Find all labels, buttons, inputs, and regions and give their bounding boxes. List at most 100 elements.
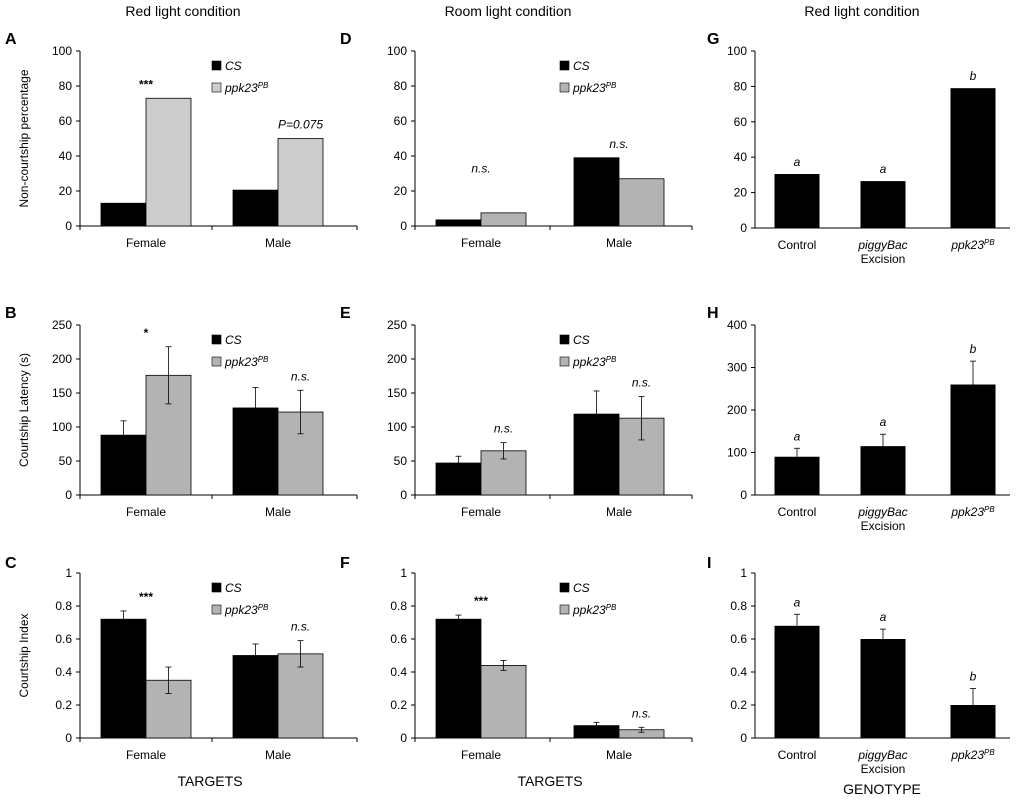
y-tick-label-i: 0.2 (730, 698, 747, 712)
y-tick-label-c: 1 (65, 566, 72, 580)
bar-g-c1 (860, 181, 906, 228)
bar-i-c0 (774, 625, 820, 738)
x-tick-label-i: piggyBac (857, 748, 907, 762)
legend-swatch-d (559, 82, 570, 93)
x-tick-label-h: Excision (861, 519, 906, 533)
y-tick-label-e: 150 (387, 386, 407, 400)
y-tick-label-d: 40 (394, 149, 408, 163)
legend-label-f: ppk23PB (572, 603, 617, 618)
y-tick-label-i: 0.8 (730, 599, 747, 613)
bar-c-s0-c1 (232, 655, 279, 739)
x-tick-label-d: Female (461, 236, 501, 250)
y-tick-label-g: 100 (727, 44, 747, 58)
bar-g-c0 (774, 174, 820, 228)
y-tick-label-i: 0.6 (730, 632, 747, 646)
y-tick-label-g: 40 (734, 150, 748, 164)
significance-letter-g: b (970, 69, 977, 83)
bottom-label-targets-2: TARGETS (517, 773, 582, 789)
bar-c-s0-c0 (100, 618, 147, 739)
legend-swatch-e (559, 334, 570, 345)
x-tick-label-f: Female (461, 748, 501, 762)
column-title-1: Red light condition (125, 3, 240, 19)
y-tick-label-b: 100 (52, 420, 72, 434)
y-tick-label-g: 0 (740, 221, 747, 235)
panel-letter-c: C (5, 555, 17, 572)
y-tick-label-e: 100 (387, 420, 407, 434)
bar-a-s1-c0 (145, 97, 192, 227)
annotation-f: n.s. (632, 706, 651, 720)
y-tick-label-c: 0.2 (55, 698, 72, 712)
bar-c-s1-c1 (277, 653, 324, 739)
x-tick-label-g: piggyBac (857, 238, 907, 252)
x-tick-label-e: Male (606, 505, 632, 519)
bar-f-s0-c0 (435, 618, 482, 739)
legend-label-b: CS (225, 333, 242, 347)
y-tick-label-b: 0 (65, 488, 72, 502)
bar-d-s1-c0 (480, 212, 527, 227)
y-tick-label-i: 0.4 (730, 665, 747, 679)
bottom-label-genotype: GENOTYPE (843, 781, 921, 797)
panel-letter-g: G (707, 31, 719, 48)
y-tick-label-b: 150 (52, 386, 72, 400)
y-tick-label-f: 0.4 (390, 665, 407, 679)
legend-label-sup-b: PB (258, 355, 269, 364)
y-tick-label-a: 0 (65, 219, 72, 233)
x-tick-label-d: Male (606, 236, 632, 250)
panel-letter-f: F (340, 555, 350, 572)
bar-d-s1-c1 (618, 178, 665, 227)
bar-h-c1 (860, 446, 906, 495)
bar-d-s0-c0 (435, 219, 482, 227)
legend-label-b: ppk23PB (224, 355, 269, 370)
annotation-e: n.s. (494, 422, 513, 436)
y-tick-label-h: 400 (727, 318, 747, 332)
bar-h-c2 (950, 384, 996, 495)
panel-letter-i: I (707, 555, 711, 572)
legend-label-a: ppk23PB (224, 81, 269, 96)
bar-a-s1-c1 (277, 138, 324, 227)
annotation-f: *** (474, 594, 488, 608)
x-tick-label-a: Male (265, 236, 291, 250)
annotation-e: n.s. (632, 375, 651, 389)
bar-a-s0-c0 (100, 202, 147, 227)
y-tick-label-g: 80 (734, 79, 748, 93)
annotation-b: n.s. (291, 369, 310, 383)
significance-letter-i: a (880, 610, 887, 624)
y-tick-label-h: 100 (727, 446, 747, 460)
y-axis-label-c: Courtship Index (17, 613, 31, 697)
y-tick-label-b: 50 (59, 454, 73, 468)
significance-letter-h: a (880, 415, 887, 429)
legend-swatch-f (559, 604, 570, 615)
y-tick-label-i: 0 (740, 731, 747, 745)
y-tick-label-e: 0 (400, 488, 407, 502)
y-tick-label-h: 200 (727, 403, 747, 417)
annotation-c: n.s. (291, 620, 310, 634)
legend-label-sup-c: PB (258, 603, 269, 612)
legend-swatch-d (559, 60, 570, 71)
legend-label-sup-f: PB (606, 603, 617, 612)
legend-swatch-f (559, 582, 570, 593)
y-tick-label-f: 0.2 (390, 698, 407, 712)
y-tick-label-c: 0.4 (55, 665, 72, 679)
annotation-c: *** (139, 590, 153, 604)
y-tick-label-c: 0.8 (55, 599, 72, 613)
legend-swatch-e (559, 356, 570, 367)
legend-label-d: ppk23PB (572, 81, 617, 96)
significance-letter-i: a (794, 595, 801, 609)
annotation-d: n.s. (471, 161, 490, 175)
x-tick-label-i: Excision (861, 762, 906, 776)
y-tick-label-f: 1 (400, 566, 407, 580)
bar-d-s0-c1 (573, 157, 620, 227)
x-tick-label-g: Control (778, 238, 817, 252)
legend-swatch-a (211, 60, 222, 71)
bar-i-c1 (860, 639, 906, 738)
bottom-label-targets-1: TARGETS (177, 773, 242, 789)
bar-f-s1-c0 (480, 665, 527, 739)
panel-letter-e: E (340, 305, 351, 322)
x-tick-label-sup-i: PB (984, 748, 995, 757)
y-tick-label-a: 80 (59, 79, 73, 93)
y-tick-label-e: 200 (387, 352, 407, 366)
panel-letter-a: A (5, 31, 17, 48)
y-tick-label-e: 50 (394, 454, 408, 468)
legend-label-a: CS (225, 59, 242, 73)
